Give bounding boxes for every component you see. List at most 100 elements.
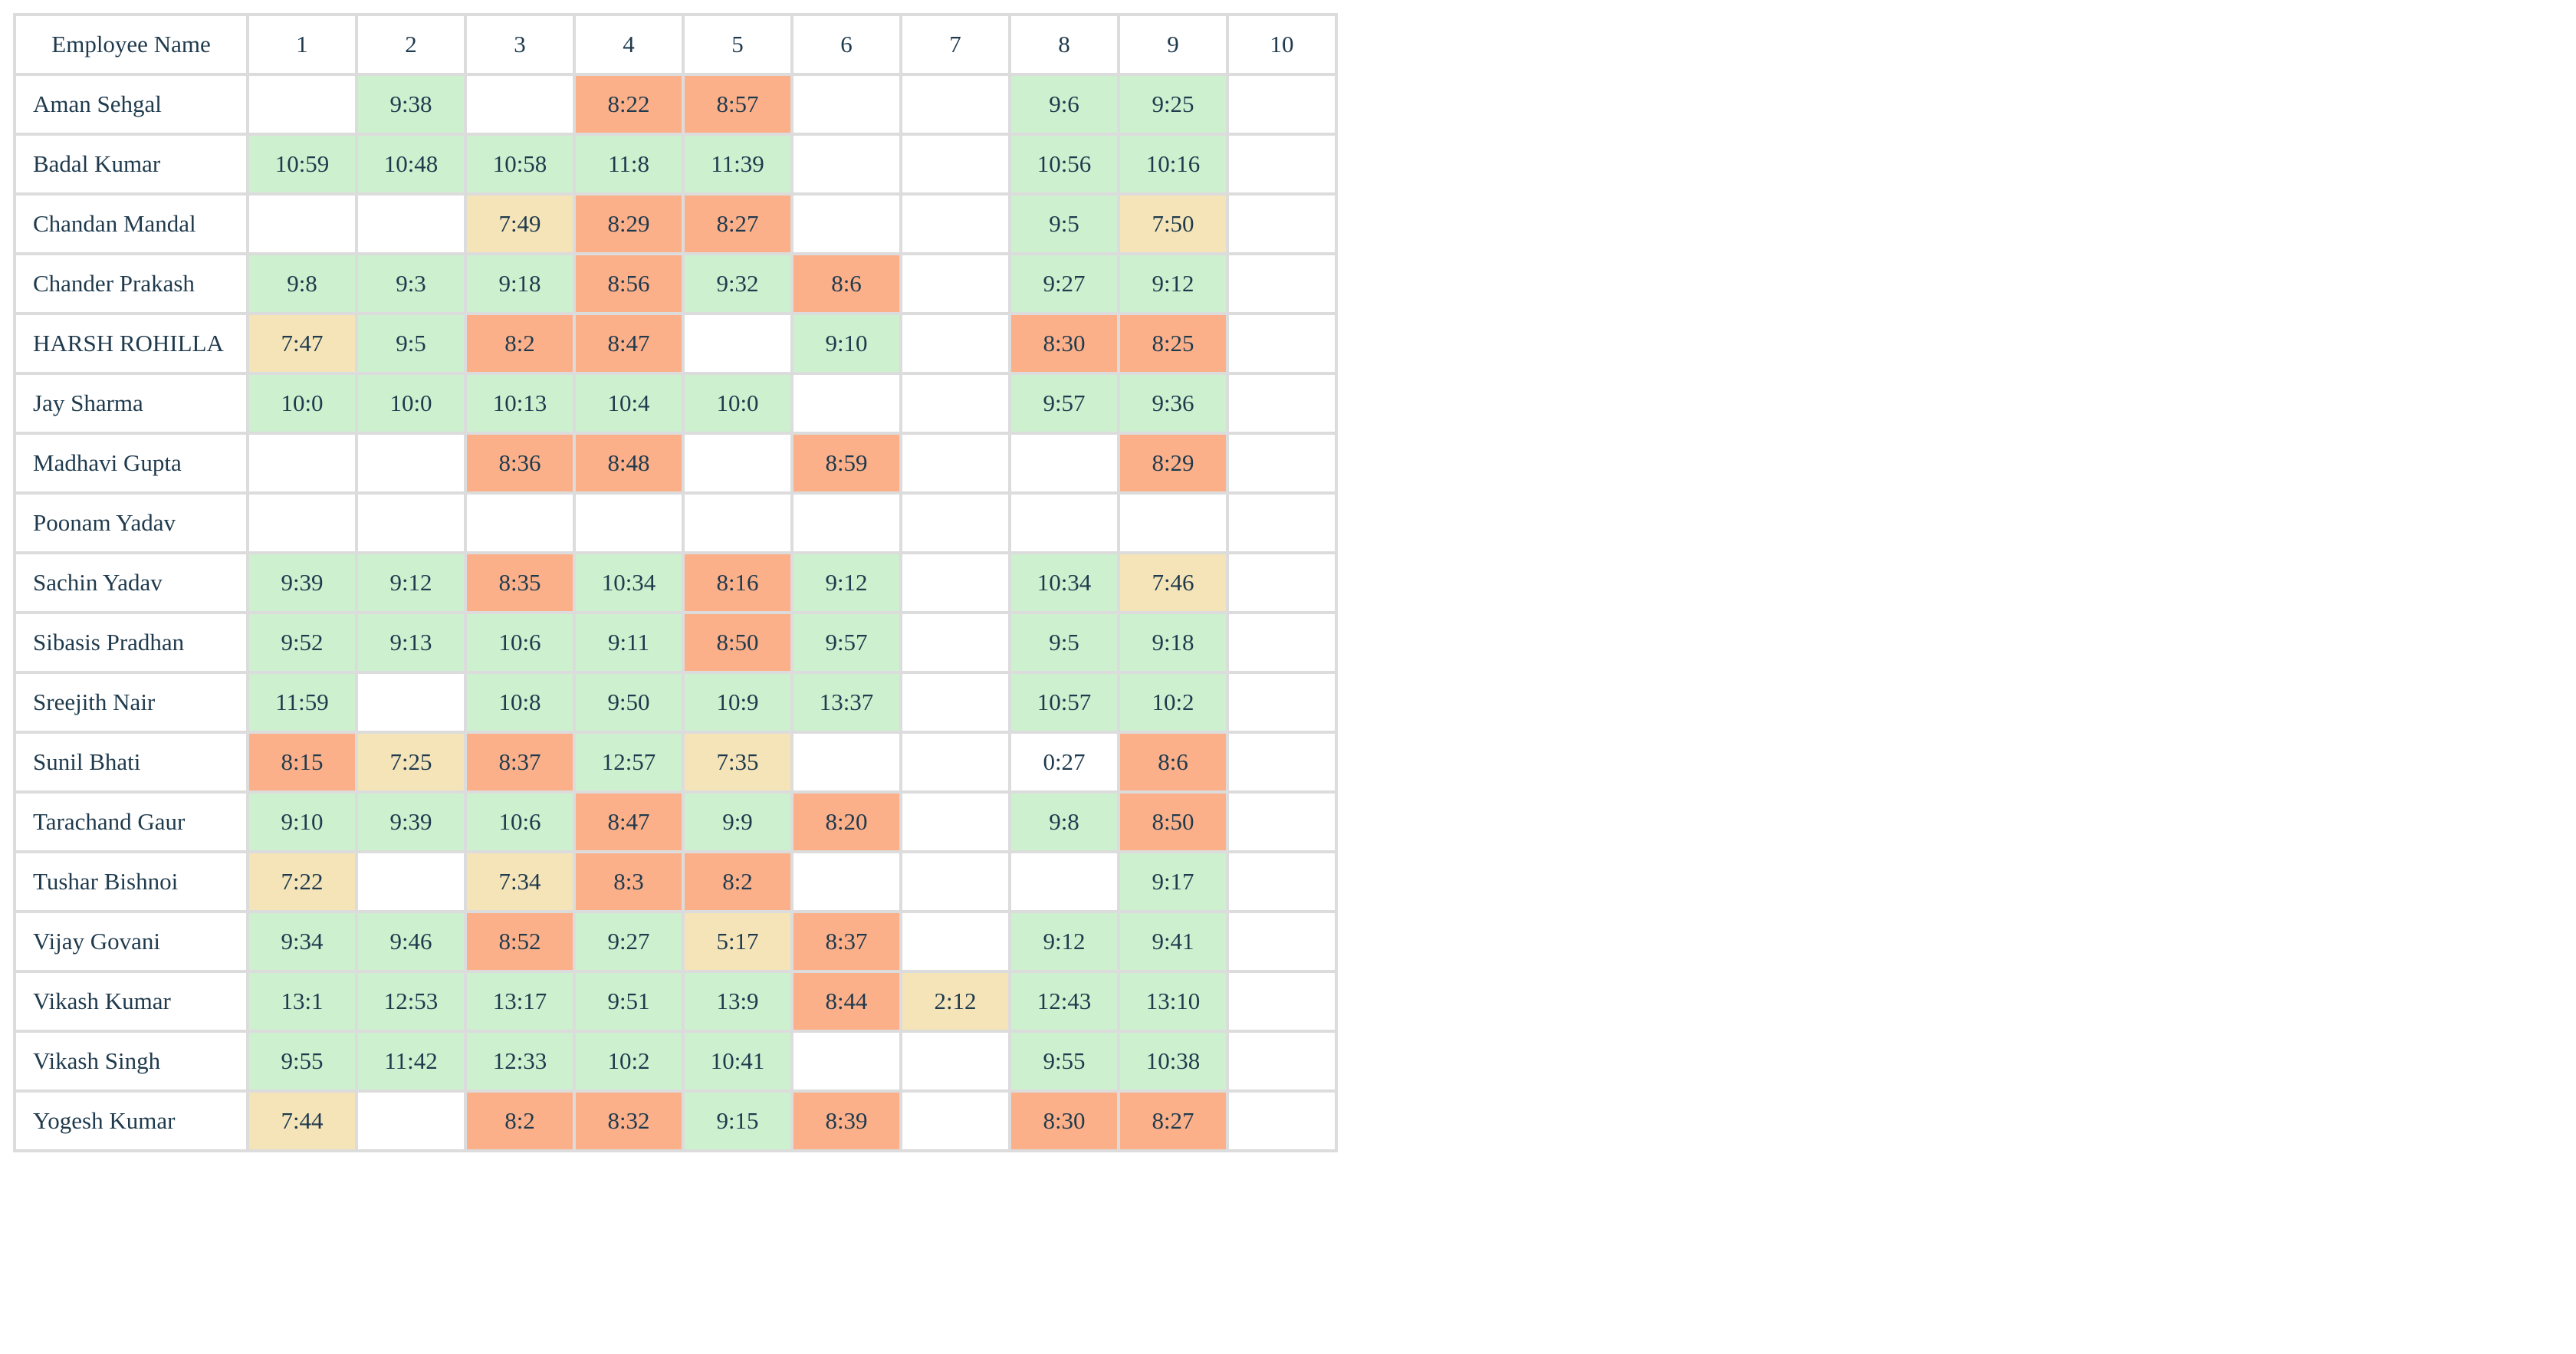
time-cell: 8:3 xyxy=(573,850,685,913)
time-cell xyxy=(682,491,794,554)
employee-name-cell: Jay Sharma xyxy=(13,372,249,435)
time-cell: 8:52 xyxy=(464,910,576,973)
attendance-table: Employee Name 1 2 3 4 5 6 7 8 9 10 Aman Sehgal 9:3… xyxy=(13,13,1338,1152)
time-cell xyxy=(899,312,1011,375)
time-cell: 10:58 xyxy=(464,133,576,196)
time-cell xyxy=(1226,491,1338,554)
table-row: Chander Prakash 9:8 9:3 9:18 8:56 9:32 8:6 9:27… xyxy=(13,252,1338,315)
time-cell: 9:5 xyxy=(1008,192,1120,255)
time-cell: 7:22 xyxy=(246,850,358,913)
time-cell: 10:2 xyxy=(573,1030,685,1093)
time-cell xyxy=(246,73,358,136)
time-cell: 12:43 xyxy=(1008,970,1120,1033)
time-cell: 9:13 xyxy=(355,611,467,674)
time-cell xyxy=(1008,491,1120,554)
time-cell xyxy=(355,671,467,734)
table-row: Tarachand Gaur 9:10 9:39 10:6 8:47 9:9 8:20 9:8… xyxy=(13,790,1338,853)
time-cell xyxy=(1226,551,1338,614)
time-cell: 7:50 xyxy=(1117,192,1229,255)
employee-name-cell: Sreejith Nair xyxy=(13,671,249,734)
time-cell: 9:11 xyxy=(573,611,685,674)
time-cell: 9:57 xyxy=(1008,372,1120,435)
employee-name-cell: Vikash Kumar xyxy=(13,970,249,1033)
employee-name-cell: Yogesh Kumar xyxy=(13,1089,249,1152)
column-header-day-9: 9 xyxy=(1117,13,1229,76)
time-cell: 9:34 xyxy=(246,910,358,973)
time-cell: 10:34 xyxy=(573,551,685,614)
time-cell: 8:35 xyxy=(464,551,576,614)
time-cell xyxy=(899,252,1011,315)
time-cell: 8:56 xyxy=(573,252,685,315)
time-cell: 10:57 xyxy=(1008,671,1120,734)
time-cell: 9:55 xyxy=(1008,1030,1120,1093)
time-cell: 10:0 xyxy=(246,372,358,435)
time-cell: 9:41 xyxy=(1117,910,1229,973)
time-cell: 7:46 xyxy=(1117,551,1229,614)
time-cell: 9:18 xyxy=(464,252,576,315)
time-cell: 8:39 xyxy=(790,1089,902,1152)
time-cell: 10:6 xyxy=(464,611,576,674)
time-cell: 9:12 xyxy=(355,551,467,614)
time-cell: 9:10 xyxy=(246,790,358,853)
time-cell: 11:59 xyxy=(246,671,358,734)
time-cell: 9:6 xyxy=(1008,73,1120,136)
column-header-day-6: 6 xyxy=(790,13,902,76)
column-header-day-4: 4 xyxy=(573,13,685,76)
time-cell: 9:5 xyxy=(1008,611,1120,674)
employee-name-cell: Vikash Singh xyxy=(13,1030,249,1093)
time-cell: 8:27 xyxy=(682,192,794,255)
time-cell xyxy=(790,850,902,913)
time-cell: 2:12 xyxy=(899,970,1011,1033)
employee-name-cell: Poonam Yadav xyxy=(13,491,249,554)
time-cell xyxy=(1226,731,1338,794)
time-cell: 8:2 xyxy=(464,1089,576,1152)
employee-name-cell: Chandan Mandal xyxy=(13,192,249,255)
time-cell xyxy=(1008,850,1120,913)
time-cell xyxy=(1117,491,1229,554)
table-row: Sachin Yadav 9:39 9:12 8:35 10:34 8:16 9:12 10:… xyxy=(13,551,1338,614)
time-cell: 9:8 xyxy=(1008,790,1120,853)
time-cell: 8:47 xyxy=(573,312,685,375)
time-cell: 7:49 xyxy=(464,192,576,255)
time-cell xyxy=(355,192,467,255)
time-cell: 8:59 xyxy=(790,432,902,495)
time-cell: 8:29 xyxy=(1117,432,1229,495)
time-cell: 9:9 xyxy=(682,790,794,853)
time-cell: 9:55 xyxy=(246,1030,358,1093)
time-cell xyxy=(246,491,358,554)
time-cell: 8:37 xyxy=(464,731,576,794)
time-cell xyxy=(1008,432,1120,495)
time-cell xyxy=(573,491,685,554)
time-cell: 8:20 xyxy=(790,790,902,853)
table-body: Aman Sehgal 9:38 8:22 8:57 9:6 9:25 Badal Kuma… xyxy=(13,73,1338,1152)
header-row: Employee Name 1 2 3 4 5 6 7 8 9 10 xyxy=(13,13,1338,76)
time-cell xyxy=(790,731,902,794)
time-cell: 10:13 xyxy=(464,372,576,435)
time-cell: 13:9 xyxy=(682,970,794,1033)
time-cell xyxy=(355,432,467,495)
time-cell: 9:39 xyxy=(355,790,467,853)
table-row: Sunil Bhati 8:15 7:25 8:37 12:57 7:35 0:27 8:6 xyxy=(13,731,1338,794)
time-cell xyxy=(899,491,1011,554)
table-row: Vikash Kumar 13:1 12:53 13:17 9:51 13:9 8:44 2:… xyxy=(13,970,1338,1033)
time-cell xyxy=(790,73,902,136)
time-cell xyxy=(1226,1089,1338,1152)
time-cell: 8:29 xyxy=(573,192,685,255)
time-cell: 9:27 xyxy=(573,910,685,973)
time-cell xyxy=(790,372,902,435)
time-cell: 8:22 xyxy=(573,73,685,136)
time-cell xyxy=(355,850,467,913)
time-cell: 10:6 xyxy=(464,790,576,853)
time-cell xyxy=(790,133,902,196)
time-cell xyxy=(355,1089,467,1152)
time-cell xyxy=(899,671,1011,734)
time-cell: 8:50 xyxy=(682,611,794,674)
time-cell: 7:34 xyxy=(464,850,576,913)
time-cell xyxy=(246,192,358,255)
time-cell: 10:48 xyxy=(355,133,467,196)
time-cell: 7:25 xyxy=(355,731,467,794)
employee-name-cell: Tushar Bishnoi xyxy=(13,850,249,913)
time-cell: 9:27 xyxy=(1008,252,1120,315)
employee-name-cell: HARSH ROHILLA xyxy=(13,312,249,375)
time-cell xyxy=(1226,611,1338,674)
